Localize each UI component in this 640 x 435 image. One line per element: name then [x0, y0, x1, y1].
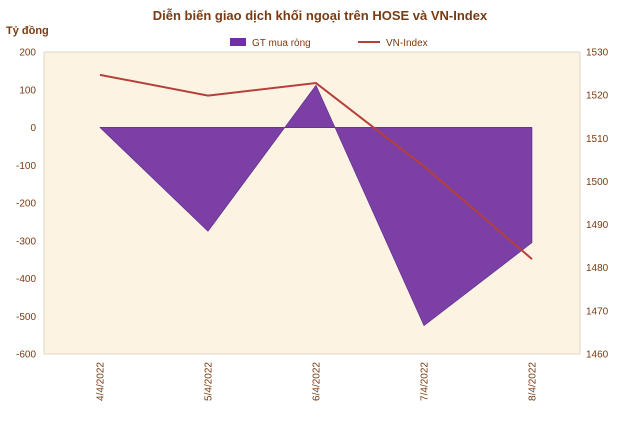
right-tick-label: 1470: [586, 306, 609, 317]
left-tick-label: -500: [16, 312, 36, 323]
left-tick-label: -200: [16, 199, 36, 210]
right-tick-label: 1530: [586, 48, 609, 59]
chart-title: Diễn biến giao dịch khối ngoại trên HOSE…: [153, 8, 488, 23]
right-tick-label: 1520: [586, 91, 609, 102]
left-tick-label: -400: [16, 274, 36, 285]
chart-marks: [99, 73, 533, 327]
left-tick-label: 200: [19, 48, 36, 59]
right-tick-label: 1510: [586, 134, 609, 145]
x-tick-label: 6/4/2022: [312, 362, 323, 401]
left-tick-label: 0: [30, 123, 36, 134]
x-tick-label: 8/4/2022: [528, 362, 539, 401]
left-axis-unit: Tỷ đồng: [6, 25, 49, 37]
line-vnindex: [99, 73, 533, 260]
left-tick-label: -100: [16, 161, 36, 172]
right-tick-label: 1480: [586, 263, 609, 274]
left-tick-label: -300: [16, 236, 36, 247]
right-axis-ticks: 1530 1520 1510 1500 1490 1480 1470 1460: [586, 48, 609, 361]
x-tick-label: 5/4/2022: [204, 362, 215, 401]
right-tick-label: 1490: [586, 220, 609, 231]
legend-swatch-net-buy: [230, 38, 246, 46]
right-tick-label: 1500: [586, 177, 609, 188]
legend-label-vnindex: VN-Index: [386, 38, 428, 49]
right-tick-label: 1460: [586, 350, 609, 361]
left-axis-ticks: 200 100 0 -100 -200 -300 -400 -500 -600: [16, 48, 36, 361]
left-tick-label: 100: [19, 85, 36, 96]
left-tick-label: -600: [16, 350, 36, 361]
x-axis-ticks: 4/4/2022 5/4/2022 6/4/2022 7/4/2022 8/4/2022: [96, 362, 539, 401]
x-tick-label: 4/4/2022: [96, 362, 107, 401]
legend-label-net-buy: GT mua ròng: [252, 38, 311, 49]
x-tick-label: 7/4/2022: [420, 362, 431, 401]
legend: GT mua ròng VN-Index: [230, 38, 428, 49]
